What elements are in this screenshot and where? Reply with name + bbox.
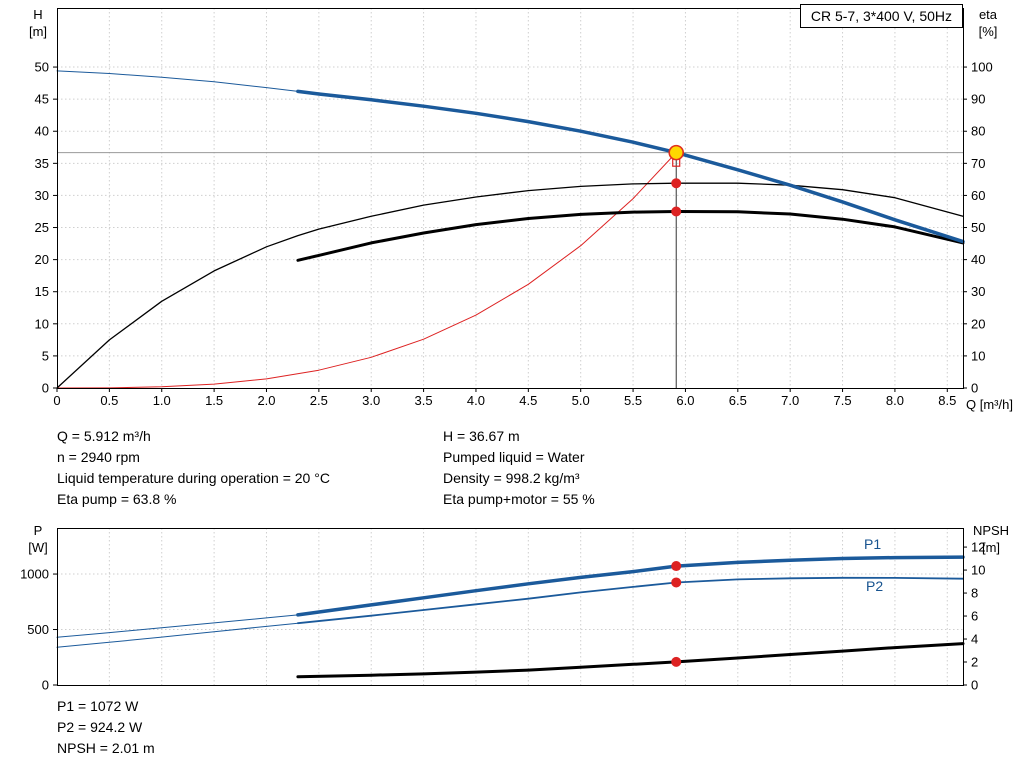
svg-text:3.0: 3.0 bbox=[362, 393, 380, 408]
svg-text:6.5: 6.5 bbox=[729, 393, 747, 408]
h-axis-symbol: H bbox=[33, 7, 43, 22]
svg-text:4: 4 bbox=[971, 632, 978, 647]
svg-text:10: 10 bbox=[35, 316, 49, 331]
svg-text:8: 8 bbox=[971, 586, 978, 601]
p-axis-symbol: P bbox=[33, 523, 43, 538]
npsh-axis-symbol: NPSH bbox=[972, 523, 1010, 538]
q-axis-label: Q [m³/h] bbox=[966, 397, 1013, 412]
eta-pump-motor-point bbox=[671, 206, 682, 217]
svg-text:0: 0 bbox=[971, 678, 978, 693]
p2-point bbox=[671, 577, 682, 588]
hq-eta-chart: 0 0.5 1.0 1.5 2.0 2.5 3.0 3.5 4.0 4.5 5.0 5.5 6.0 6.5… bbox=[35, 8, 993, 408]
p2-curve-thin bbox=[56, 622, 299, 648]
svg-text:35: 35 bbox=[35, 156, 49, 171]
svg-text:10: 10 bbox=[971, 563, 985, 578]
info-density: Density = 998.2 kg/m³ bbox=[443, 470, 580, 486]
p1-curve-label: P1 bbox=[864, 536, 882, 552]
info-eta-pump: Eta pump = 63.8 % bbox=[57, 491, 177, 507]
svg-text:6: 6 bbox=[971, 609, 978, 624]
npsh-axis-label: NPSH [m] bbox=[962, 522, 1020, 556]
h-axis-label: H [m] bbox=[18, 6, 58, 40]
pump-type-label: CR 5-7, 3*400 V, 50Hz bbox=[799, 4, 963, 28]
svg-text:20: 20 bbox=[35, 252, 49, 267]
info-head: H = 36.67 m bbox=[443, 428, 520, 444]
svg-text:45: 45 bbox=[35, 92, 49, 107]
eta-pump-point bbox=[671, 178, 682, 189]
p1-point bbox=[671, 561, 682, 572]
info-flow: Q = 5.912 m³/h bbox=[57, 428, 151, 444]
info-pumped-liquid: Pumped liquid = Water bbox=[443, 449, 585, 465]
svg-text:3.5: 3.5 bbox=[415, 393, 433, 408]
svg-text:7.0: 7.0 bbox=[781, 393, 799, 408]
svg-text:90: 90 bbox=[971, 92, 985, 107]
svg-text:4.5: 4.5 bbox=[519, 393, 537, 408]
results-block: P1 = 1072 W P2 = 924.2 W NPSH = 2.01 m bbox=[57, 696, 155, 759]
svg-text:100: 100 bbox=[971, 60, 993, 75]
eta-axis-symbol: eta bbox=[978, 7, 998, 22]
svg-text:1.5: 1.5 bbox=[205, 393, 223, 408]
svg-text:4.0: 4.0 bbox=[467, 393, 485, 408]
svg-text:0.5: 0.5 bbox=[100, 393, 118, 408]
svg-text:50: 50 bbox=[35, 60, 49, 75]
h-axis-unit: [m] bbox=[28, 24, 48, 39]
svg-text:60: 60 bbox=[971, 188, 985, 203]
duty-info-right: H = 36.67 m Pumped liquid = Water Densit… bbox=[443, 426, 595, 510]
svg-text:15: 15 bbox=[35, 284, 49, 299]
npsh-axis-unit: [m] bbox=[981, 540, 1001, 555]
npsh-point bbox=[671, 656, 682, 667]
svg-text:20: 20 bbox=[971, 316, 985, 331]
svg-text:6.0: 6.0 bbox=[676, 393, 694, 408]
svg-text:5: 5 bbox=[42, 348, 49, 363]
svg-text:8.5: 8.5 bbox=[938, 393, 956, 408]
result-npsh: NPSH = 2.01 m bbox=[57, 740, 155, 756]
p-axis-label: P [W] bbox=[18, 522, 58, 556]
svg-text:0: 0 bbox=[42, 678, 49, 693]
svg-text:10: 10 bbox=[971, 348, 985, 363]
svg-text:8.0: 8.0 bbox=[886, 393, 904, 408]
info-speed: n = 2940 rpm bbox=[57, 449, 140, 465]
svg-text:2.5: 2.5 bbox=[310, 393, 328, 408]
system-curve bbox=[56, 152, 677, 389]
p1-curve-thin bbox=[56, 614, 299, 638]
svg-text:1.0: 1.0 bbox=[153, 393, 171, 408]
power-npsh-chart: 0 500 1000 0 2 4 6 8 10 12 bbox=[20, 528, 985, 693]
svg-text:0: 0 bbox=[53, 393, 60, 408]
svg-text:5.0: 5.0 bbox=[572, 393, 590, 408]
svg-text:50: 50 bbox=[971, 220, 985, 235]
result-p1: P1 = 1072 W bbox=[57, 698, 139, 714]
svg-text:7.5: 7.5 bbox=[834, 393, 852, 408]
p1-curve bbox=[296, 555, 965, 617]
p2-curve-label: P2 bbox=[866, 578, 884, 594]
duty-info-left: Q = 5.912 m³/h n = 2940 rpm Liquid tempe… bbox=[57, 426, 330, 510]
eta-pump-curve bbox=[56, 182, 964, 389]
svg-text:40: 40 bbox=[35, 124, 49, 139]
eta-axis-label: eta [%] bbox=[966, 6, 1010, 40]
eta-axis-unit: [%] bbox=[978, 24, 998, 39]
eta-pump-motor-curve bbox=[296, 210, 965, 262]
info-eta-pump-motor: Eta pump+motor = 55 % bbox=[443, 491, 595, 507]
p2-curve bbox=[296, 576, 964, 625]
svg-text:30: 30 bbox=[971, 284, 985, 299]
svg-text:0: 0 bbox=[971, 381, 978, 396]
info-liquid-temperature: Liquid temperature during operation = 20… bbox=[57, 470, 330, 486]
npsh-curve bbox=[296, 642, 965, 679]
svg-text:500: 500 bbox=[27, 622, 49, 637]
svg-text:2: 2 bbox=[971, 655, 978, 670]
p-axis-unit: [W] bbox=[28, 540, 48, 555]
svg-text:40: 40 bbox=[971, 252, 985, 267]
result-p2: P2 = 924.2 W bbox=[57, 719, 143, 735]
svg-text:70: 70 bbox=[971, 156, 985, 171]
svg-text:80: 80 bbox=[971, 124, 985, 139]
svg-text:30: 30 bbox=[35, 188, 49, 203]
hq-curve bbox=[296, 89, 965, 244]
svg-text:0: 0 bbox=[42, 381, 49, 396]
hq-curve-thin bbox=[56, 70, 299, 92]
svg-text:25: 25 bbox=[35, 220, 49, 235]
svg-text:12: 12 bbox=[971, 540, 985, 555]
svg-text:1000: 1000 bbox=[20, 567, 49, 582]
svg-text:2.0: 2.0 bbox=[257, 393, 275, 408]
svg-text:5.5: 5.5 bbox=[624, 393, 642, 408]
duty-point-marker bbox=[668, 144, 685, 161]
